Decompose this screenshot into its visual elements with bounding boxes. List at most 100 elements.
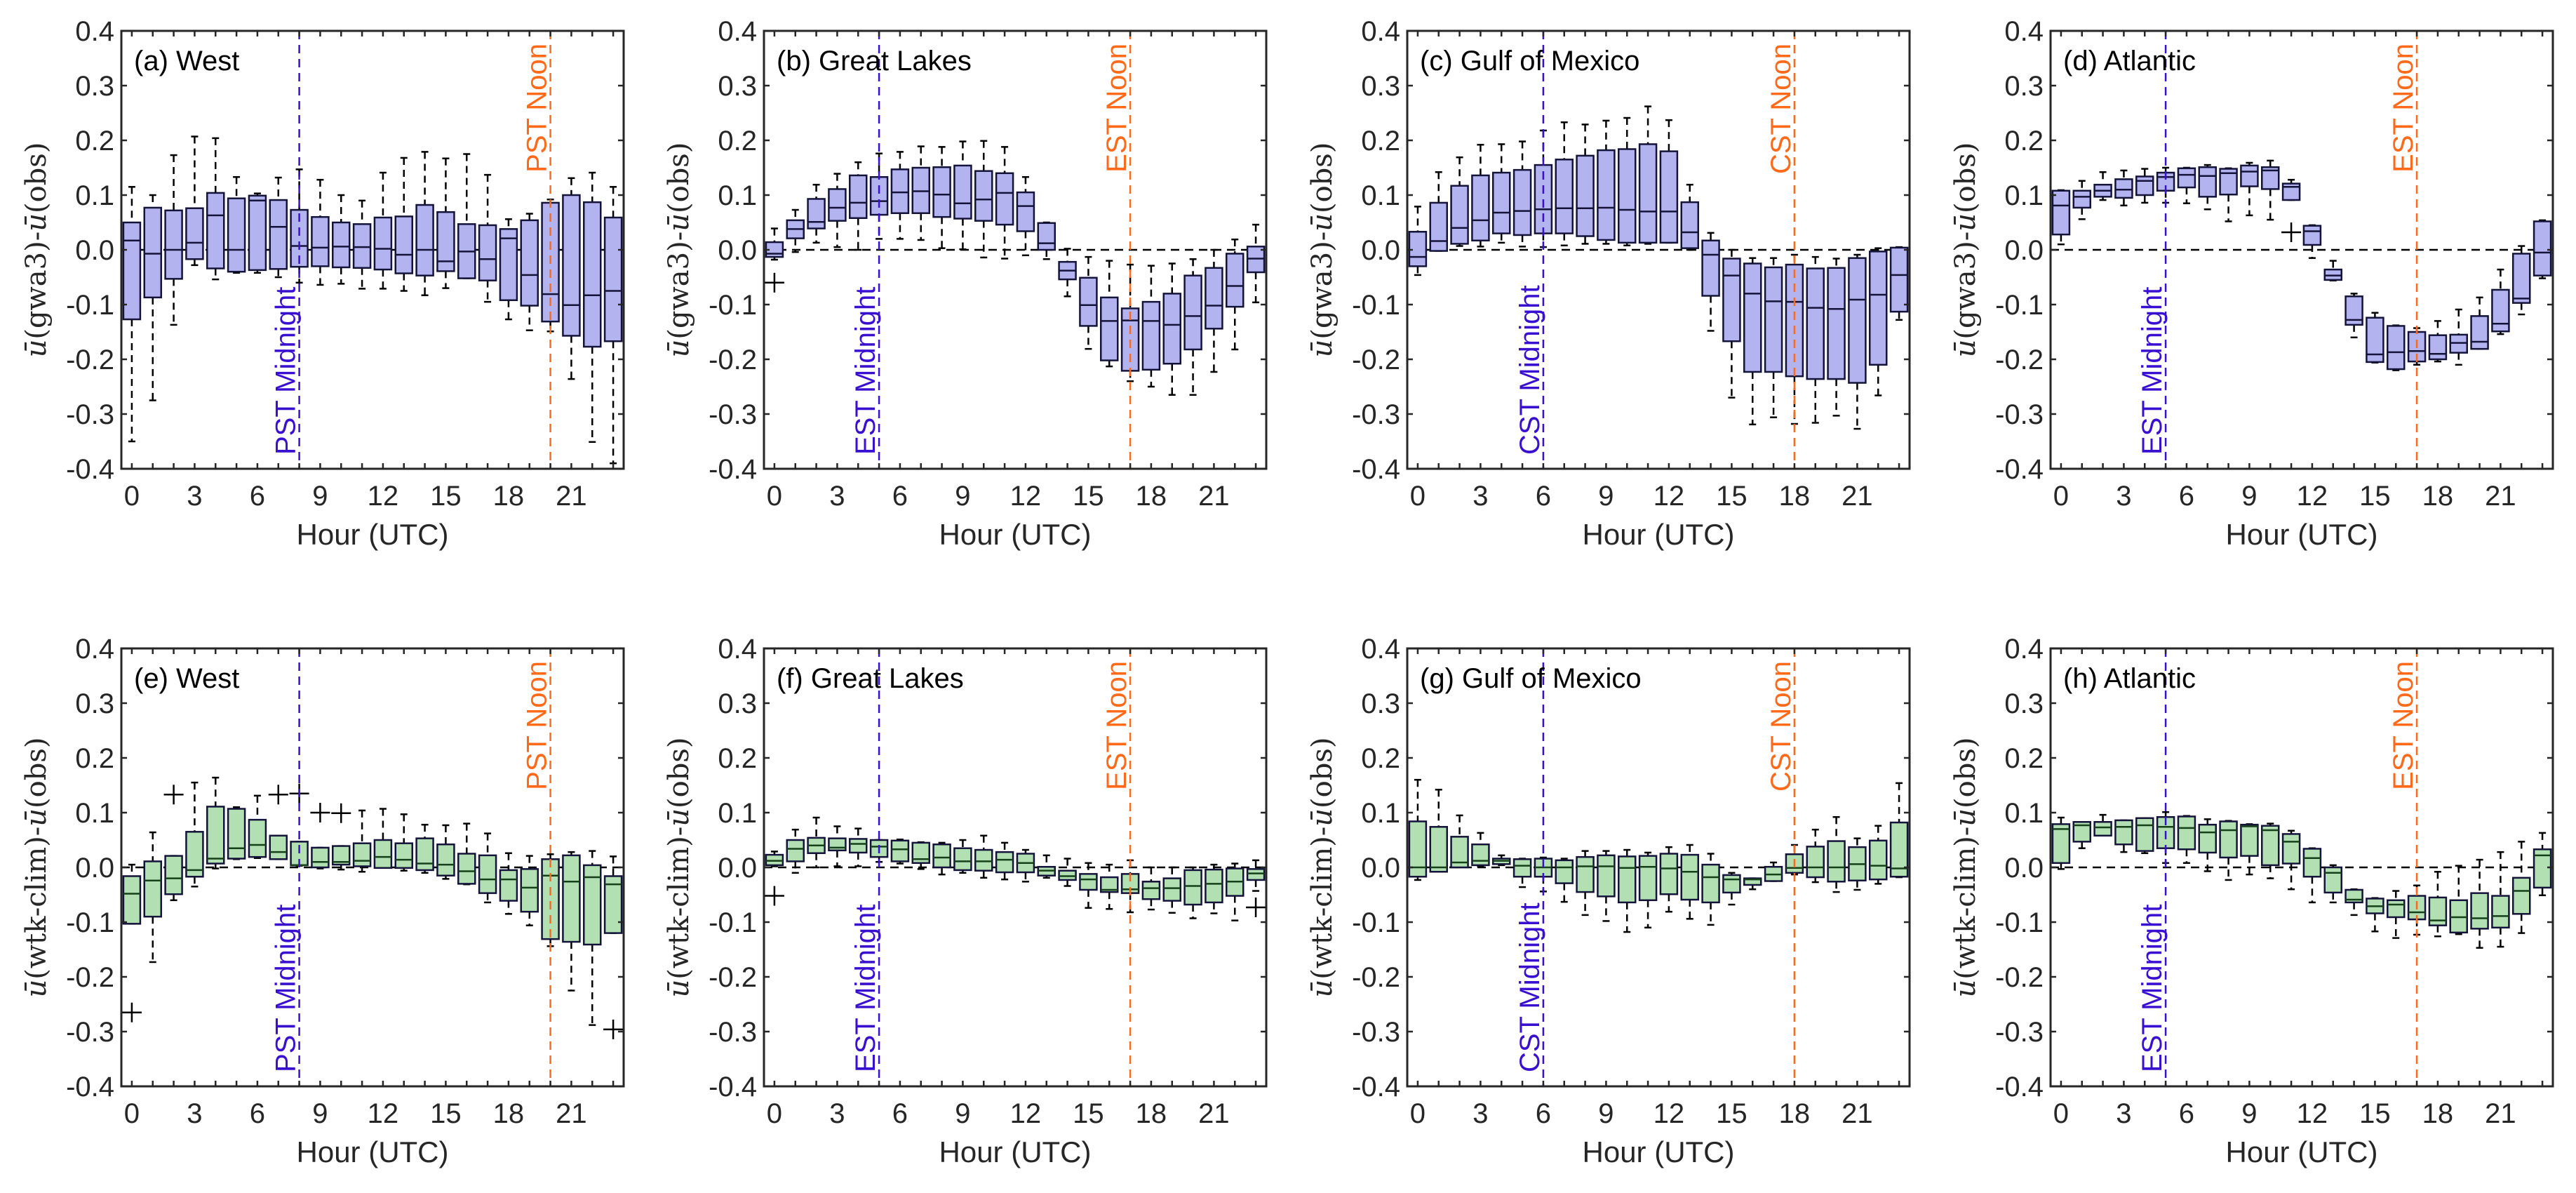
box-iqr	[1183, 869, 1202, 906]
y-tick-label: 0.0	[1361, 853, 1400, 884]
box-hour-16	[457, 153, 476, 279]
box-hour-18	[2428, 320, 2448, 363]
x-axis-label: Hour (UTC)	[2226, 1135, 2378, 1168]
x-tick-label: 21	[2485, 1098, 2516, 1129]
y-tick-label: -0.4	[709, 1072, 757, 1102]
box-iqr	[269, 199, 288, 270]
x-tick-label: 9	[1598, 481, 1614, 512]
box-iqr	[2051, 823, 2071, 865]
x-tick-label: 15	[1716, 1098, 1747, 1129]
box-hour-16	[1743, 257, 1762, 426]
box-hour-17	[478, 173, 497, 303]
box-hour-19	[1806, 255, 1825, 424]
y-tick-label: 0.1	[1361, 798, 1400, 829]
panel-a: PST Midnight PST Noon -0.4 -0.3 -0.2 -0.1 0.0 0…	[20, 16, 625, 551]
box-iqr	[1638, 855, 1658, 902]
outlier-marker	[764, 886, 784, 906]
box-iqr	[1512, 858, 1532, 878]
panel-g: CST Midnight CST Noon -0.4 -0.3 -0.2 -0.1 0.0 0…	[1306, 634, 1911, 1168]
box-hour-15	[2366, 897, 2384, 933]
box-hour-2	[1450, 156, 1469, 247]
y-tick-label: 0.2	[1361, 126, 1400, 156]
midnight-label: PST Midnight	[271, 905, 302, 1072]
x-tick-label: 0	[1410, 1098, 1425, 1129]
x-tick-label: 12	[1653, 481, 1685, 512]
y-tick-label: 0.1	[718, 180, 757, 211]
outlier-marker	[268, 785, 288, 805]
box-hour-4	[849, 827, 868, 867]
y-axis-label: ū(wtk-clim)-ū(obs)	[663, 738, 695, 998]
box-iqr	[520, 219, 539, 307]
box-iqr	[206, 192, 225, 269]
box-iqr	[1827, 267, 1846, 380]
box-iqr	[1037, 222, 1056, 251]
u-bar-symbol: ū	[20, 213, 53, 232]
box-iqr	[352, 223, 372, 269]
midnight-label: EST Midnight	[850, 905, 881, 1072]
x-axis-label: Hour (UTC)	[1583, 518, 1735, 551]
box-hour-3	[1471, 143, 1490, 248]
box-iqr	[1429, 201, 1448, 252]
y-label-part: (obs)	[1950, 738, 1982, 808]
box-iqr	[849, 838, 868, 854]
box-hour-13	[1037, 854, 1056, 879]
y-tick-label: 0.2	[2004, 743, 2044, 774]
box-hour-11	[995, 841, 1014, 881]
u-bar-symbol: ū	[663, 213, 695, 232]
u-bar-symbol: ū	[1950, 213, 1982, 232]
y-tick-label: -0.2	[66, 962, 114, 993]
box-iqr	[995, 172, 1014, 226]
x-tick-label: 3	[829, 481, 845, 512]
box-iqr	[1471, 174, 1490, 241]
box-iqr	[206, 806, 225, 865]
box-iqr	[1701, 239, 1720, 297]
box-hour-9	[311, 846, 330, 869]
x-tick-label: 9	[955, 481, 970, 512]
outlier-marker	[121, 1002, 142, 1022]
y-tick-label: 0.1	[1361, 180, 1400, 211]
box-iqr	[2470, 315, 2489, 350]
y-tick-label: 0.2	[1361, 743, 1400, 774]
box-iqr	[2240, 164, 2259, 187]
y-label-part: (obs)	[663, 142, 695, 213]
u-bar-symbol: ū	[20, 808, 53, 827]
y-axis-label: ū(gwa3)-ū(obs)	[20, 142, 53, 358]
box-hour-4	[1492, 143, 1511, 244]
box-iqr	[1429, 826, 1448, 873]
box-hour-1	[786, 208, 805, 253]
box-iqr	[1162, 877, 1181, 902]
x-tick-label: 15	[1716, 481, 1747, 512]
box-iqr	[1492, 171, 1511, 234]
box-hour-10	[974, 834, 993, 879]
x-tick-label: 9	[1598, 1098, 1614, 1129]
box-hour-0	[2051, 816, 2071, 870]
box-iqr	[953, 164, 972, 220]
box-iqr	[311, 215, 330, 267]
y-label-part: (obs)	[663, 738, 695, 808]
box-hour-8	[932, 841, 951, 876]
x-tick-label: 3	[829, 1098, 845, 1129]
box-iqr	[2135, 175, 2154, 196]
panel-title: (h) Atlantic	[2063, 663, 2196, 694]
box-iqr	[185, 831, 204, 878]
box-hour-20	[2470, 296, 2489, 350]
y-tick-label: 0.4	[2004, 634, 2044, 665]
box-hour-16	[2387, 324, 2406, 371]
box-iqr	[2533, 220, 2552, 276]
box-iqr	[2366, 316, 2384, 364]
x-tick-label: 21	[556, 481, 587, 512]
box-hour-17	[1764, 257, 1783, 418]
box-hour-22	[1869, 247, 1888, 396]
box-iqr	[2072, 189, 2091, 209]
box-hour-12	[373, 808, 393, 869]
y-label-part: (obs)	[20, 738, 53, 808]
box-hour-15	[1079, 862, 1098, 909]
box-iqr	[2512, 253, 2531, 304]
x-tick-label: 0	[767, 481, 782, 512]
box-hour-1	[1429, 171, 1448, 252]
box-iqr	[1576, 855, 1595, 893]
box-hour-23	[2533, 832, 2552, 897]
box-hour-22	[1226, 238, 1245, 351]
box-hour-15	[1722, 872, 1741, 906]
box-iqr	[2281, 833, 2301, 865]
